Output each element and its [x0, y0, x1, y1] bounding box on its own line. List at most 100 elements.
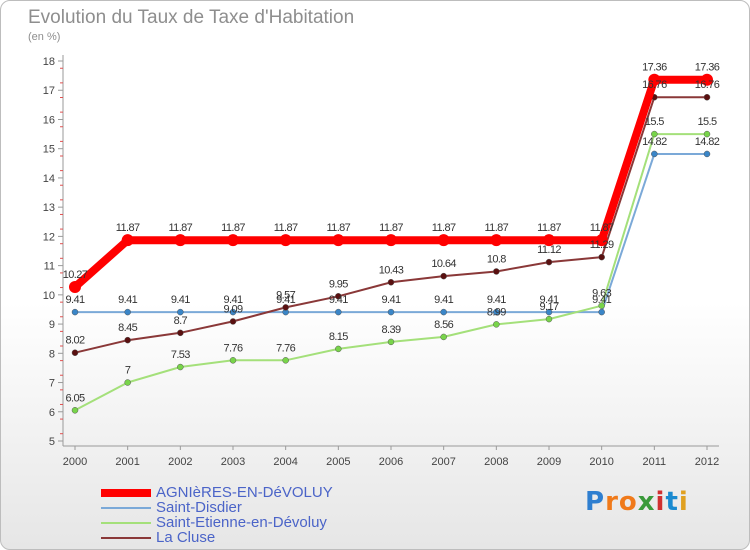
data-label: 8.15: [329, 331, 348, 343]
data-label: 8.99: [487, 306, 506, 318]
data-point: [493, 321, 500, 328]
data-point: [177, 363, 184, 371]
data-point: [177, 329, 184, 337]
y-tick-label: 11: [44, 261, 55, 273]
data-point: [648, 73, 661, 86]
y-tick-label: 16: [43, 114, 55, 126]
x-tick-label: 2003: [221, 456, 245, 468]
data-point: [543, 234, 555, 247]
data-point: [174, 234, 187, 247]
series-line-0: [72, 75, 707, 290]
y-tick-label: 6: [49, 407, 55, 419]
data-point: [595, 234, 608, 247]
x-tick-label: 2004: [273, 456, 297, 468]
data-point: [490, 234, 503, 247]
data-label: 9.41: [276, 294, 295, 306]
data-label: 9.41: [223, 294, 242, 306]
data-point: [71, 308, 79, 316]
data-label: 10.43: [379, 264, 404, 276]
data-point: [332, 234, 345, 247]
data-point: [124, 336, 131, 344]
logo-letter: x: [637, 487, 656, 517]
data-label: 9.09: [223, 303, 242, 315]
data-point: [598, 308, 605, 316]
data-label: 10.8: [487, 253, 506, 265]
legend-item-la-cluse: La Cluse: [101, 530, 333, 545]
data-label: 9.41: [592, 294, 611, 306]
y-tick-label: 8: [49, 348, 55, 360]
data-label: 9.57: [276, 289, 295, 301]
data-label: 9.63: [592, 288, 611, 300]
legend-item-saint-disdier: Saint-Disdier: [101, 500, 333, 515]
x-tick-label: 2009: [537, 456, 561, 468]
x-tick-label: 2000: [63, 456, 87, 468]
data-point: [335, 308, 342, 316]
legend-label: AGNIèRES-EN-DéVOLUY: [156, 484, 333, 501]
y-tick-label: 15: [43, 144, 55, 156]
data-point: [545, 315, 553, 323]
data-point: [598, 253, 605, 261]
data-label: 11.87: [432, 222, 456, 234]
x-tick-label: 2007: [431, 456, 455, 468]
data-label: 10.27: [63, 269, 88, 281]
data-label: 15.5: [645, 116, 664, 128]
data-label: 9.41: [65, 294, 84, 306]
data-label: 10.64: [431, 258, 456, 270]
legend-label: Saint-Disdier: [156, 499, 242, 516]
data-point: [545, 258, 553, 266]
legend-item-saint-etienne: Saint-Etienne-en-Dévoluy: [101, 515, 333, 530]
data-point: [545, 308, 553, 316]
data-label: 11.87: [537, 222, 561, 234]
data-label: 11.87: [326, 222, 350, 234]
legend-item-agnieres: AGNIèRES-EN-DéVOLUY: [101, 485, 333, 500]
data-point: [177, 308, 184, 316]
logo-letter: i: [678, 487, 689, 517]
data-label: 11.87: [116, 222, 140, 234]
logo-letter: t: [665, 487, 679, 517]
data-label: 16.76: [642, 79, 667, 91]
x-tick-label: 2006: [379, 456, 403, 468]
y-tick-label: 9: [49, 319, 55, 331]
data-label: 7.76: [223, 342, 242, 354]
data-label: 9.41: [329, 294, 348, 306]
legend-label: La Cluse: [156, 529, 216, 546]
data-label: 11.29: [590, 239, 614, 251]
data-label: 8.56: [434, 319, 453, 331]
x-tick-label: 2010: [589, 456, 613, 468]
data-point: [440, 333, 447, 341]
data-point: [440, 308, 447, 316]
y-tick-label: 17: [43, 85, 55, 97]
y-tick-label: 5: [49, 436, 55, 448]
data-point: [703, 150, 711, 158]
data-point: [71, 349, 79, 356]
data-label: 9.41: [381, 294, 400, 306]
data-label: 11.87: [590, 222, 614, 234]
logo-letter: r: [605, 487, 619, 517]
data-label: 15.5: [697, 116, 716, 128]
chart-title: Evolution du Taux de Taxe d'Habitation: [28, 7, 355, 28]
data-label: 9.95: [329, 278, 348, 290]
y-tick-label: 10: [43, 290, 55, 302]
data-label: 9.41: [434, 294, 453, 306]
data-label: 11.12: [537, 244, 561, 256]
data-point: [121, 234, 134, 247]
data-point: [387, 308, 395, 316]
data-point: [229, 357, 237, 364]
data-label: 11.87: [221, 222, 245, 234]
data-point: [493, 308, 500, 316]
data-point: [701, 73, 713, 86]
data-point: [440, 272, 447, 280]
x-tick-label: 2005: [326, 456, 350, 468]
data-point: [651, 150, 658, 158]
data-label: 7.76: [276, 342, 295, 354]
data-point: [124, 308, 131, 316]
chart-legend: AGNIèRES-EN-DéVOLUY Saint-Disdier Saint-…: [101, 485, 333, 545]
x-tick-label: 2008: [484, 456, 508, 468]
data-point: [229, 318, 237, 325]
y-tick-label: 13: [43, 202, 55, 214]
data-label: 11.87: [274, 222, 298, 234]
legend-swatch: [101, 536, 151, 539]
logo-letter: o: [618, 487, 638, 517]
data-label: 8.39: [381, 324, 400, 336]
